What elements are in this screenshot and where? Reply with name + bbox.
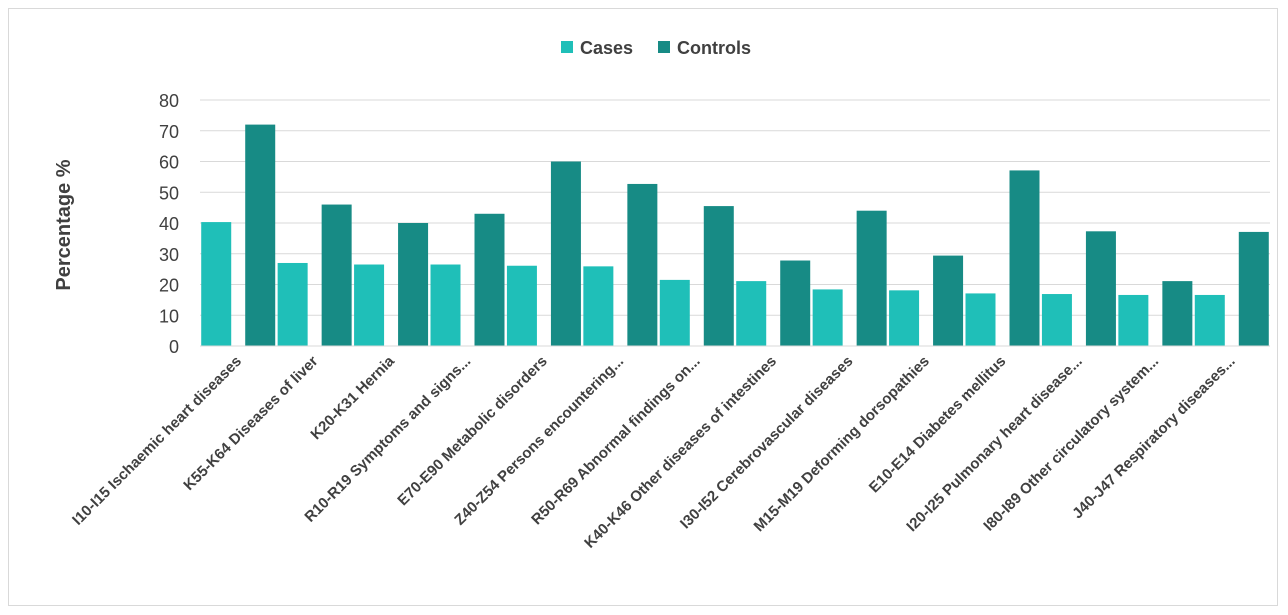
bar-cases <box>965 293 996 346</box>
x-tick-label: R50-R69 Abnormal findings on... <box>528 353 703 528</box>
y-tick-label: 70 <box>159 122 179 142</box>
bar-controls <box>1009 170 1040 346</box>
bar-cases <box>201 222 232 346</box>
x-tick-label: J40-J47 Respiratory diseases... <box>1069 353 1238 522</box>
y-axis-label: Percentage % <box>53 159 75 290</box>
x-tick-label: K55-K64 Diseases of liver <box>180 353 321 494</box>
bar-cases <box>889 290 920 346</box>
bar-controls <box>1085 231 1116 346</box>
y-tick-label: 10 <box>159 306 179 326</box>
bar-cases <box>506 265 537 346</box>
x-tick-label: I10-I15 Ischaemic heart diseases <box>69 353 245 529</box>
x-tick-label: R10-R19 Symptoms and signs... <box>301 353 474 526</box>
bar-cases <box>659 279 690 346</box>
bar-controls <box>780 260 811 346</box>
bar-cases <box>583 266 614 346</box>
y-tick-label: 20 <box>159 276 179 296</box>
x-tick-label: E10-E14 Diabetes mellitus <box>866 353 1009 496</box>
bars <box>201 124 1269 346</box>
bar-controls <box>703 206 734 346</box>
y-axis-ticks: 0 10 20 30 40 50 60 70 80 <box>159 91 179 357</box>
bar-controls <box>933 255 964 346</box>
y-tick-label: 0 <box>169 337 179 357</box>
y-tick-label: 30 <box>159 245 179 265</box>
bar-cases <box>736 281 767 346</box>
bar-controls <box>1238 231 1269 346</box>
bar-controls <box>321 204 352 346</box>
bar-controls <box>245 124 276 346</box>
bar-cases <box>1041 294 1072 346</box>
bar-cases <box>430 264 461 346</box>
x-tick-label: I30-I52 Cerebrovascular diseases <box>677 353 856 532</box>
x-tick-label: Z40-Z54 Persons encountering... <box>451 353 627 529</box>
bar-cases <box>1118 294 1149 346</box>
y-tick-label: 80 <box>159 91 179 111</box>
x-tick-label: E70-E90 Metabolic disorders <box>394 353 550 509</box>
legend-label-controls: Controls <box>677 38 751 58</box>
y-tick-label: 60 <box>159 153 179 173</box>
bar-controls <box>856 210 887 346</box>
legend-swatch-cases <box>561 41 573 53</box>
bar-cases <box>812 289 843 346</box>
bar-controls <box>550 161 581 346</box>
bar-controls <box>627 183 658 346</box>
bar-cases <box>1194 294 1225 346</box>
x-axis-labels: I10-I15 Ischaemic heart diseasesK55-K64 … <box>69 352 1239 551</box>
bar-cases <box>354 264 385 346</box>
bar-controls <box>474 213 505 346</box>
bar-cases <box>277 262 308 346</box>
y-tick-label: 40 <box>159 214 179 234</box>
legend: Cases Controls <box>561 38 751 58</box>
legend-swatch-controls <box>658 41 670 53</box>
legend-label-cases: Cases <box>580 38 633 58</box>
bar-controls <box>1162 281 1193 346</box>
bar-controls <box>398 223 429 346</box>
y-tick-label: 50 <box>159 183 179 203</box>
